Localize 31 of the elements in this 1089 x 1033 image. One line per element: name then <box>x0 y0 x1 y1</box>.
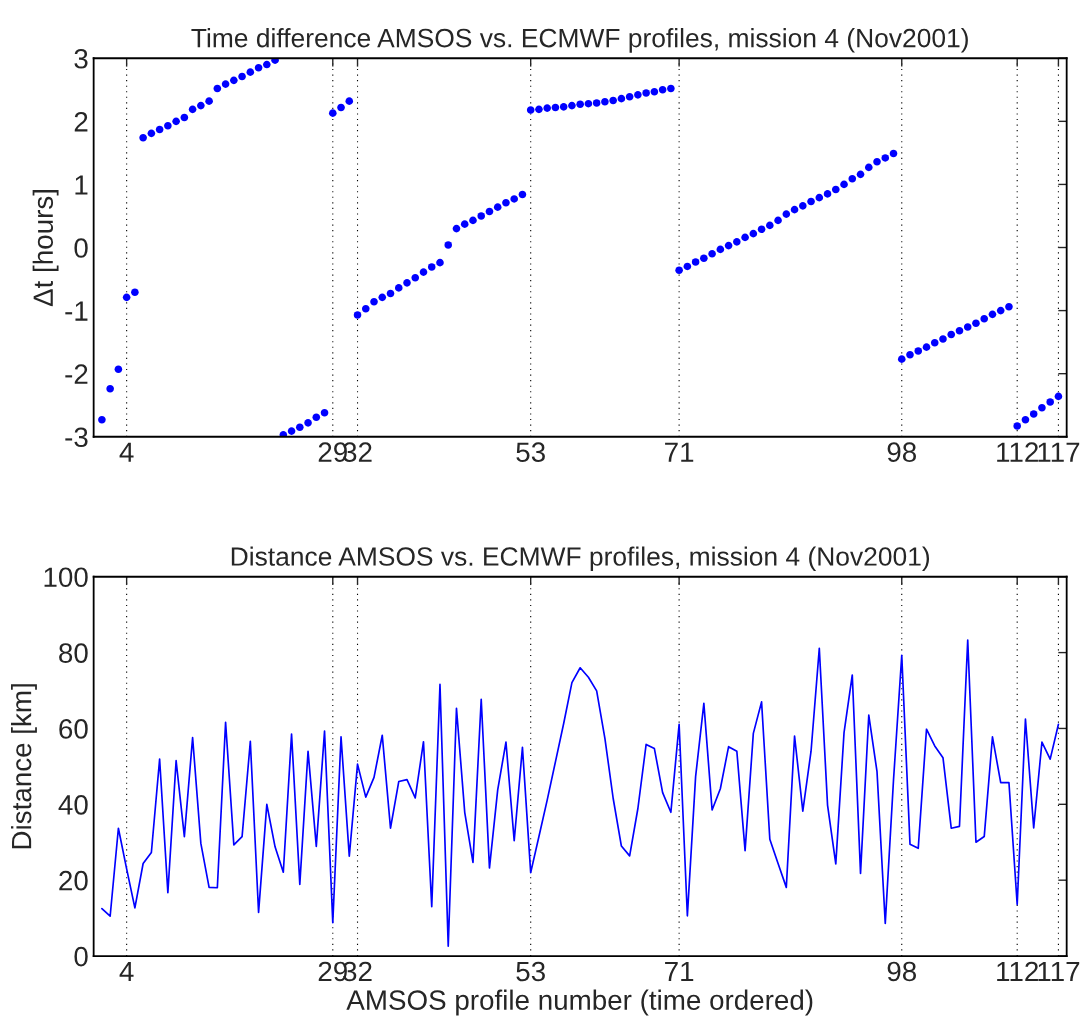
y-tick-label: 2 <box>74 112 88 132</box>
x-tick-label: 112 <box>997 961 1038 982</box>
x-tick-label: 98 <box>887 442 916 463</box>
x-tick-label: 4 <box>119 961 134 982</box>
y-tick-label: -2 <box>65 364 88 384</box>
y-tick-label: 20 <box>59 870 88 891</box>
line-series <box>101 639 1060 948</box>
y-tick-label: 100 <box>44 567 88 588</box>
chart-title: Time difference AMSOS vs. ECMWF profiles, mission 4 (Nov2001) <box>191 28 968 53</box>
y-axis-title: Δt [hours] <box>32 190 59 307</box>
x-tick-label: 117 <box>1038 442 1080 462</box>
y-tick-label: 0 <box>74 946 88 967</box>
y-tick-label: 1 <box>75 175 88 195</box>
chart-title: Distance AMSOS vs. ECMWF profiles, mission 4 (Nov2001) <box>231 546 930 572</box>
y-tick-label: 0 <box>74 238 88 258</box>
x-tick-label: 117 <box>1038 961 1080 982</box>
x-axis-title: AMSOS profile number (time ordered) <box>346 989 813 1016</box>
y-tick-label: -3 <box>65 427 88 448</box>
x-tick-label: 71 <box>665 442 694 462</box>
x-tick-label: 112 <box>997 442 1038 462</box>
y-axis-title: Distance [km] <box>11 684 37 849</box>
x-tick-label: 53 <box>516 961 545 982</box>
y-tick-label: 3 <box>74 48 88 69</box>
y-tick-label: 60 <box>59 719 88 739</box>
x-tick-label: 4 <box>119 442 134 462</box>
y-tick-label: -1 <box>65 301 88 321</box>
x-tick-label: 98 <box>887 961 916 982</box>
x-tick-label: 53 <box>516 442 545 463</box>
y-tick-label: 80 <box>59 643 88 663</box>
y-tick-label: 40 <box>58 794 88 815</box>
x-tick-label: 71 <box>665 961 694 982</box>
